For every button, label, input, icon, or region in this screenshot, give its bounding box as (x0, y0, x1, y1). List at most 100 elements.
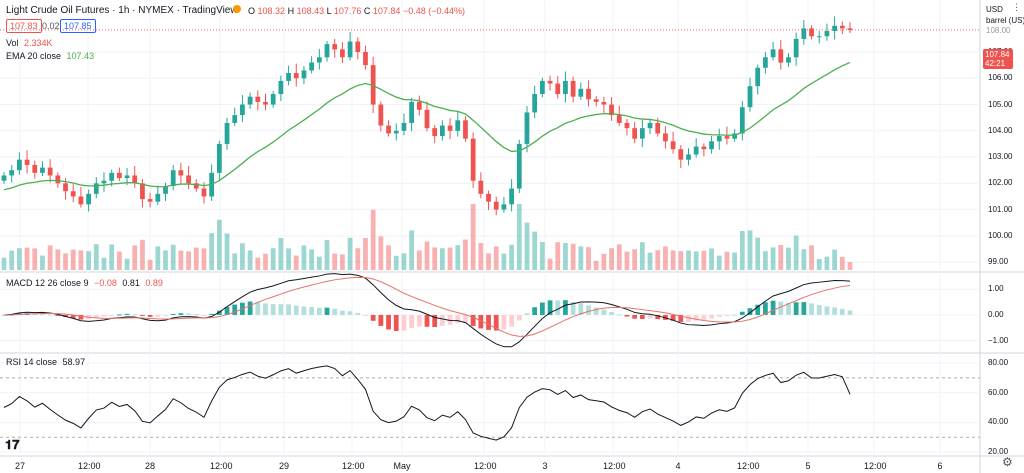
volume-bar (724, 251, 730, 270)
candle-body (193, 183, 199, 189)
macd-histogram-bar (455, 314, 461, 323)
candle-body (232, 115, 238, 123)
macd-histogram-bar (616, 314, 622, 316)
macd-histogram-bar (493, 314, 499, 331)
macd-histogram-bar (32, 313, 38, 315)
macd-histogram-bar (193, 314, 199, 316)
candle-body (686, 154, 691, 160)
volume-bar (424, 241, 430, 270)
macd-histogram-bar (301, 306, 307, 315)
macd-histogram-bar (632, 314, 638, 319)
rsi-tick: 20.00 (988, 447, 1009, 457)
macd-histogram-bar (93, 314, 99, 318)
macd-histogram-bar (124, 313, 130, 315)
volume-bar (216, 219, 222, 270)
price-tick-top: 108.00 (986, 26, 1011, 35)
volume-bar (570, 243, 576, 270)
macd-histogram-bar (486, 314, 491, 330)
volume-bar (416, 250, 422, 270)
volume-bar (501, 253, 507, 270)
volume-bar (632, 249, 638, 270)
ohlc-open-label: O (248, 6, 256, 16)
volume-bar (178, 250, 184, 270)
candle-body (516, 143, 522, 189)
macd-tick: 0.00 (988, 309, 1004, 319)
volume-bar (309, 249, 315, 270)
time-label: 4 (675, 461, 681, 471)
volume-bar (286, 248, 291, 270)
macd-histogram-bar (578, 303, 584, 315)
volume-bar (593, 260, 599, 270)
volume-bar (478, 243, 484, 270)
rsi-line (3, 365, 851, 441)
candle-body (132, 175, 138, 184)
macd-histogram-bar (332, 308, 338, 315)
volume-bar (32, 248, 38, 270)
volume-bar (655, 250, 661, 270)
macd-histogram-bar (47, 314, 53, 316)
menu-dots-icon[interactable]: ⋮ (1012, 2, 1021, 12)
candle-body (447, 125, 453, 131)
candle-body (55, 175, 61, 184)
vol-label: Vol (6, 38, 19, 48)
volume-bar (1, 257, 7, 270)
macd-histogram-bar (439, 314, 445, 326)
candle-body (116, 172, 122, 179)
macd-histogram-bar (763, 302, 768, 315)
rsi-tick: 40.00 (988, 417, 1009, 427)
candle-body (386, 125, 391, 134)
macd-histogram-bar (155, 314, 161, 317)
ohlc-open: 108.32 (257, 6, 286, 16)
volume-bar (816, 259, 822, 270)
candle-body (632, 128, 638, 139)
macd-histogram-bar (793, 302, 799, 315)
candle-body (470, 138, 476, 181)
spread-value: 0.02 (42, 21, 60, 31)
volume-bar (639, 242, 645, 270)
volume-bar (693, 251, 699, 270)
candle-body (739, 107, 745, 134)
macd-histogram-bar (232, 304, 238, 315)
volume-bar (493, 246, 499, 270)
settings-gear-icon[interactable]: ⚙ (1002, 455, 1013, 469)
tradingview-logo-icon[interactable]: 𝟏𝟕 (5, 437, 20, 452)
macd-histogram-bar (278, 304, 284, 315)
macd-tick: −1.00 (988, 335, 1009, 345)
macd-histogram-bar (255, 302, 261, 315)
volume-bar (793, 235, 799, 270)
candle-body (147, 199, 153, 202)
volume-bar (747, 230, 753, 270)
macd-histogram-bar (593, 307, 599, 315)
volume-bar (378, 236, 384, 270)
candle-body (716, 136, 722, 142)
price-tick: 104.00 (988, 125, 1013, 135)
time-label: 12:00 (864, 461, 887, 471)
time-label: May (393, 461, 411, 471)
macd-histogram-bar (186, 313, 191, 315)
candle-body (570, 80, 576, 97)
bid-button[interactable]: 107.83 (6, 19, 42, 33)
price-tick: 100.00 (988, 230, 1013, 240)
time-label: 12:00 (474, 461, 497, 471)
ohlc-change: −0.48 (−0.44%) (402, 6, 465, 16)
time-label: 12:00 (342, 461, 365, 471)
volume-bar (732, 252, 738, 270)
volume-bar (316, 256, 322, 270)
candle-body (647, 122, 653, 129)
candle-body (286, 73, 291, 81)
volume-bar (101, 257, 107, 270)
macd-histogram-bar (670, 314, 676, 321)
candle-body (16, 159, 22, 171)
ask-button[interactable]: 107.85 (60, 19, 96, 33)
candle-body (178, 170, 184, 176)
macd-histogram-bar (170, 313, 176, 315)
macd-histogram-bar (639, 314, 645, 320)
ema-label: EMA 20 close (6, 51, 62, 61)
candle-body (563, 80, 568, 95)
macd-histogram-bar (316, 307, 322, 315)
candle-body (70, 191, 76, 197)
macd-histogram-bar (116, 314, 122, 316)
volume-bar (270, 248, 276, 270)
time-label: 12:00 (603, 461, 626, 471)
